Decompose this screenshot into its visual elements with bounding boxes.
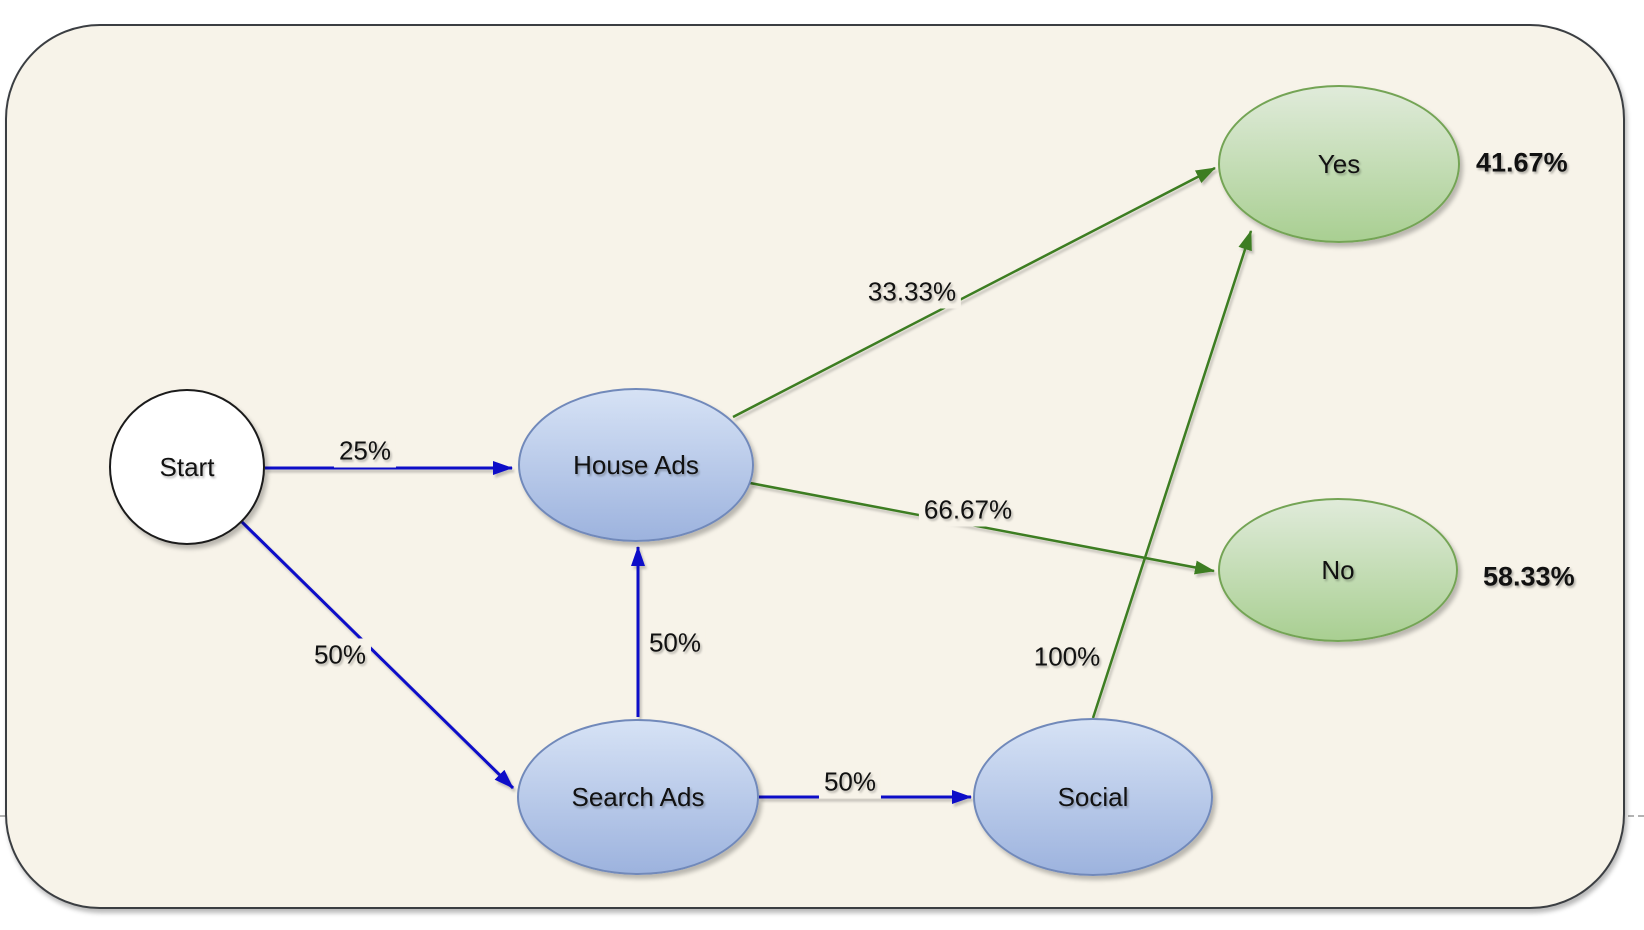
node-social[interactable]: Social bbox=[973, 718, 1213, 876]
edge-house-ads-to-no[interactable] bbox=[749, 481, 1215, 575]
node-no[interactable]: No bbox=[1218, 498, 1458, 642]
node-yes-label: Yes bbox=[1317, 148, 1361, 179]
result-label-yes[interactable]: 41.67% bbox=[1476, 147, 1568, 178]
edge-label-search-house[interactable]: 50% bbox=[643, 626, 707, 660]
node-social-label: Social bbox=[1057, 781, 1129, 812]
edge-label-house-no[interactable]: 66.67% bbox=[918, 493, 1018, 527]
node-house-ads[interactable]: House Ads bbox=[518, 388, 754, 542]
edge-label-start-house[interactable]: 25% bbox=[333, 434, 397, 468]
edge-label-house-yes[interactable]: 33.33% bbox=[862, 275, 962, 309]
edge-house-ads-to-yes[interactable] bbox=[732, 166, 1216, 419]
edge-label-social-yes[interactable]: 100% bbox=[1028, 640, 1106, 674]
node-house-ads-label: House Ads bbox=[573, 449, 699, 480]
node-start-label: Start bbox=[159, 451, 215, 482]
edge-social-to-yes[interactable] bbox=[1091, 230, 1253, 719]
edge-label-search-social[interactable]: 50% bbox=[818, 765, 882, 799]
node-search-ads-label: Search Ads bbox=[571, 781, 705, 812]
result-label-no[interactable]: 58.33% bbox=[1483, 561, 1575, 592]
node-search-ads[interactable]: Search Ads bbox=[517, 719, 759, 875]
node-start[interactable]: Start bbox=[109, 389, 265, 545]
node-yes[interactable]: Yes bbox=[1218, 85, 1460, 243]
edge-label-start-search[interactable]: 50% bbox=[308, 638, 372, 672]
edge-start-to-search-ads[interactable] bbox=[240, 520, 515, 790]
node-no-label: No bbox=[1321, 554, 1355, 585]
